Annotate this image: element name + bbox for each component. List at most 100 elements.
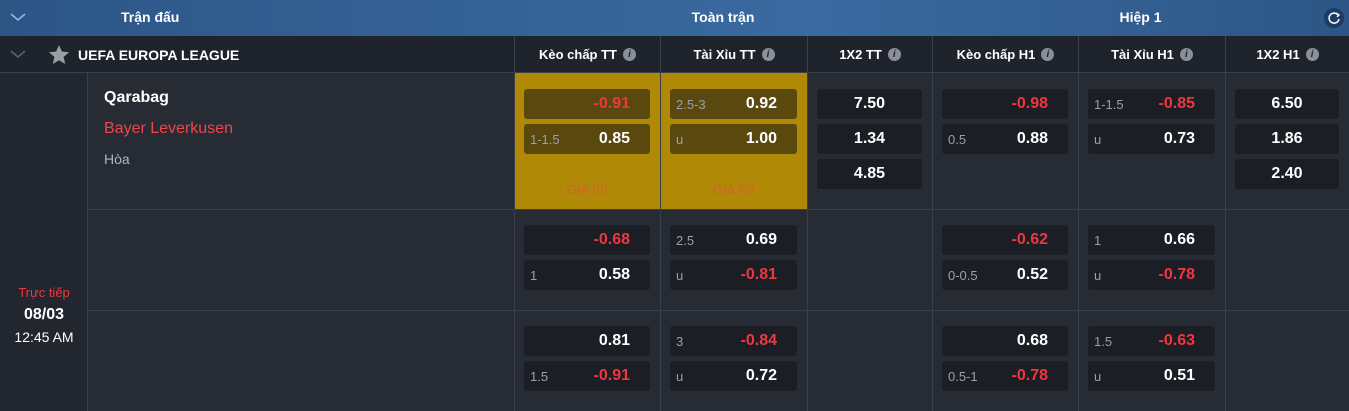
odds-value: 0.85 xyxy=(598,130,630,147)
odds-value: 7.50 xyxy=(853,95,886,112)
odds-value: 0.88 xyxy=(1016,130,1048,147)
info-icon[interactable]: i xyxy=(887,48,901,61)
odds-box[interactable]: 4.85 xyxy=(817,159,922,189)
odds-value: 0.51 xyxy=(1163,367,1195,384)
info-icon[interactable]: i xyxy=(1305,48,1319,61)
odds-value: -0.68 xyxy=(593,231,630,248)
column-title: Kèo chấp TT xyxy=(538,47,617,62)
odds-box[interactable]: 2.40 xyxy=(1235,159,1339,189)
odds-box[interactable]: u 0.51 xyxy=(1088,361,1215,391)
odds-value: -0.85 xyxy=(1158,95,1195,112)
handicap-line: 1.5 xyxy=(1094,334,1113,349)
odds-box[interactable]: 3 -0.84 xyxy=(670,326,797,356)
column-title: Tài Xỉu H1 xyxy=(1111,47,1174,62)
collapse-icon[interactable] xyxy=(8,10,28,24)
odds-box[interactable]: 1.5 -0.91 xyxy=(524,361,650,391)
odds-value: -0.91 xyxy=(593,95,630,112)
odds-value: -0.78 xyxy=(1158,266,1195,283)
handicap-line: u xyxy=(676,268,684,283)
odds-value: 2.40 xyxy=(1271,165,1303,182)
handicap-line: 0.5-1 xyxy=(948,369,978,384)
odds-box[interactable]: 7.50 xyxy=(817,89,922,119)
handicap-line: 0.5 xyxy=(948,132,967,147)
column-divider xyxy=(1225,73,1226,411)
odds-value: 0.68 xyxy=(1016,332,1048,349)
column-title: Kèo chấp H1 xyxy=(956,47,1036,62)
column-divider xyxy=(514,73,515,411)
column-title: 1X2 TT xyxy=(839,47,882,62)
odds-box[interactable]: 1.34 xyxy=(817,124,922,154)
odds-value: 0.52 xyxy=(1016,266,1048,283)
handicap-line: 0-0.5 xyxy=(948,268,978,283)
odds-box[interactable]: 1 0.58 xyxy=(524,260,650,290)
odds-box[interactable]: u 0.72 xyxy=(670,361,797,391)
odds-value: 0.66 xyxy=(1163,231,1195,248)
odds-box[interactable]: 1-1.5 -0.85 xyxy=(1088,89,1215,119)
odds-value: 0.69 xyxy=(745,231,777,248)
odds-value: 0.72 xyxy=(745,367,777,384)
column-divider xyxy=(932,73,933,411)
favorite-star[interactable] xyxy=(48,44,70,66)
info-icon[interactable]: i xyxy=(1041,48,1055,61)
odds-box[interactable]: 1 0.66 xyxy=(1088,225,1215,255)
refresh-button[interactable] xyxy=(1323,7,1345,29)
odds-box[interactable]: -0.98 xyxy=(942,89,1068,119)
handicap-line: u xyxy=(1094,369,1102,384)
home-team: Qarabag xyxy=(104,89,169,106)
odds-value: 6.50 xyxy=(1271,95,1303,112)
odds-box[interactable]: 2.5 0.69 xyxy=(670,225,797,255)
league-bar xyxy=(0,36,1349,73)
header-match: Trận đấu xyxy=(121,9,180,25)
odds-box[interactable]: 2.5-3 0.92 xyxy=(670,89,797,119)
handicap-line: 1 xyxy=(1094,233,1102,248)
info-icon[interactable]: i xyxy=(623,48,636,61)
column-header: 1X2 H1 i xyxy=(1225,36,1349,73)
odds-box[interactable]: 6.50 xyxy=(1235,89,1339,119)
odds-value: 1.34 xyxy=(853,130,886,147)
odds-box[interactable]: 0.5-1 -0.78 xyxy=(942,361,1068,391)
column-title: Tài Xỉu TT xyxy=(693,47,756,62)
odds-box[interactable]: 1-1.5 0.85 xyxy=(524,124,650,154)
odds-box[interactable]: 0.81 xyxy=(524,326,650,356)
odds-box[interactable]: u -0.78 xyxy=(1088,260,1215,290)
odds-value: 0.58 xyxy=(598,266,630,283)
price-tag: Giá tốt xyxy=(712,181,755,197)
odds-value: -0.78 xyxy=(1011,367,1048,384)
odds-value: -0.81 xyxy=(740,266,777,283)
price-tag: Giá tốt xyxy=(566,181,608,197)
odds-box[interactable]: -0.68 xyxy=(524,225,650,255)
away-team: Bayer Leverkusen xyxy=(104,120,233,137)
column-header: Tài Xỉu H1 i xyxy=(1078,36,1225,73)
column-divider xyxy=(807,73,808,411)
odds-value: -0.63 xyxy=(1158,332,1195,349)
odds-box[interactable]: 1.5 -0.63 xyxy=(1088,326,1215,356)
handicap-line: 3 xyxy=(676,334,684,349)
draw-label: Hòa xyxy=(104,151,130,167)
handicap-line: 1 xyxy=(530,268,538,283)
odds-box[interactable]: u 1.00 xyxy=(670,124,797,154)
match-date: 08/03 xyxy=(23,306,65,323)
odds-box[interactable]: 0.68 xyxy=(942,326,1068,356)
column-header: Kèo chấp H1 i xyxy=(932,36,1078,73)
odds-value: 1.00 xyxy=(745,130,777,147)
handicap-line: u xyxy=(1094,132,1102,147)
odds-box[interactable]: u -0.81 xyxy=(670,260,797,290)
info-icon[interactable]: i xyxy=(1179,48,1193,61)
odds-box[interactable]: -0.91 xyxy=(524,89,650,119)
odds-box[interactable]: u 0.73 xyxy=(1088,124,1215,154)
column-header: Tài Xỉu TT i xyxy=(660,36,807,73)
league-name: UEFA EUROPA LEAGUE xyxy=(78,47,240,63)
odds-value: 4.85 xyxy=(853,165,886,182)
odds-value: 0.73 xyxy=(1163,130,1195,147)
odds-box[interactable]: 0.5 0.88 xyxy=(942,124,1068,154)
odds-value: 1.86 xyxy=(1271,130,1303,147)
league-collapse[interactable] xyxy=(8,47,28,61)
odds-box[interactable]: 1.86 xyxy=(1235,124,1339,154)
live-status: Trực tiếp xyxy=(18,285,70,300)
header-bar xyxy=(0,0,1349,36)
odds-box[interactable]: -0.62 xyxy=(942,225,1068,255)
info-icon[interactable]: i xyxy=(761,48,775,61)
odds-box[interactable]: 0-0.5 0.52 xyxy=(942,260,1068,290)
odds-value: -0.62 xyxy=(1011,231,1048,248)
odds-value: 0.81 xyxy=(598,332,630,349)
